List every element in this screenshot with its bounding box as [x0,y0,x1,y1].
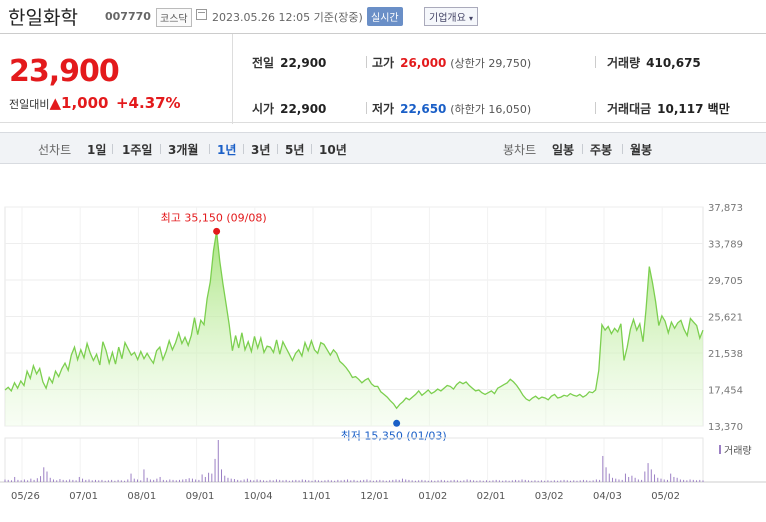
x-tick-label: 11/01 [302,491,331,502]
x-tick-label: 08/01 [127,491,156,502]
y-tick-label: 17,454 [708,385,743,396]
high-annotation: 최고 35,150 (09/08) [161,211,267,224]
y-tick-label: 37,873 [708,203,743,214]
volume: 거래량 410,675 [607,56,701,70]
line-chart-label: 선차트 [38,143,72,157]
company-overview-label: 기업개요 [429,13,466,24]
company-overview-dropdown[interactable]: 기업개요 ▾ [424,7,479,26]
chevron-down-icon: ▾ [469,14,474,23]
x-tick-label: 02/01 [477,491,506,502]
tab-10y[interactable]: 10년 [319,143,347,157]
x-tick-label: 09/01 [186,491,215,502]
y-tick-label: 29,705 [708,276,743,287]
chart-tabs: 선차트 1일 1주일 3개월 1년 3년 5년 10년 봉차트 일봉 주봉 월봉 [0,132,766,164]
low-annotation: 최저 15,350 (01/03) [341,429,447,442]
y-tick-label: 21,538 [708,349,743,360]
timestamp: 2023.05.26 12:05 기준(장중) [212,11,363,24]
tab-3y[interactable]: 3년 [251,143,271,157]
tab-1w[interactable]: 1주일 [122,143,153,157]
tab-3m[interactable]: 3개월 [168,143,199,157]
calendar-icon [196,9,207,20]
change-pct: +4.37% [115,94,181,112]
up-triangle-icon: ▲ [49,94,62,112]
x-tick-label: 04/03 [593,491,622,502]
low-marker [393,419,401,427]
change-value: 1,000 [61,94,109,112]
high-marker [213,227,221,235]
tab-daily[interactable]: 일봉 [552,143,575,157]
x-tick-label: 10/04 [244,491,273,502]
low-price: 저가 22,650 (하한가 16,050) [372,102,532,116]
price-area [5,231,703,426]
stock-name: 한일화학 [8,7,78,29]
tab-monthly[interactable]: 월봉 [630,143,653,157]
change-label: 전일대비 [9,98,50,111]
y-tick-label: 25,621 [708,313,743,324]
y-tick-label: 13,370 [708,422,743,433]
y-tick-label: 33,789 [708,240,743,251]
x-tick-label: 01/02 [418,491,447,502]
x-tick-label: 05/26 [11,491,40,502]
realtime-button[interactable]: 실시간 [367,7,403,26]
tab-1y[interactable]: 1년 [217,143,237,157]
x-tick-label: 05/02 [651,491,680,502]
price-summary: 23,900 전일대비▲1,000 +4.37% 전일 22,900 고가 26,0… [0,33,766,124]
stock-code: 007770 [105,10,151,23]
change-row: 전일대비▲1,000 +4.37% [9,94,181,112]
tab-weekly[interactable]: 주봉 [590,143,613,157]
x-tick-label: 03/02 [535,491,564,502]
x-tick-label: 07/01 [69,491,98,502]
price-line [4,231,704,410]
x-tick-label: 12/01 [360,491,389,502]
summary-divider [232,34,233,124]
high-price: 고가 26,000 (상한가 29,750) [372,56,532,70]
prev-close: 전일 22,900 [252,56,327,70]
stock-header: 한일화학 007770 코스닥 2023.05.26 12:05 기준(장중) … [0,0,766,32]
open-price: 시가 22,900 [252,102,327,116]
trade-amount: 거래대금 10,117 백만 [607,102,730,116]
volume-frame [4,437,704,483]
tab-1d[interactable]: 1일 [87,143,107,157]
candle-chart-label: 봉차트 [503,143,537,157]
market-badge: 코스닥 [156,8,192,27]
current-price: 23,900 [9,54,120,89]
tab-5y[interactable]: 5년 [285,143,305,157]
volume-legend: 거래량 [724,445,752,457]
volume-legend-swatch [719,445,721,454]
